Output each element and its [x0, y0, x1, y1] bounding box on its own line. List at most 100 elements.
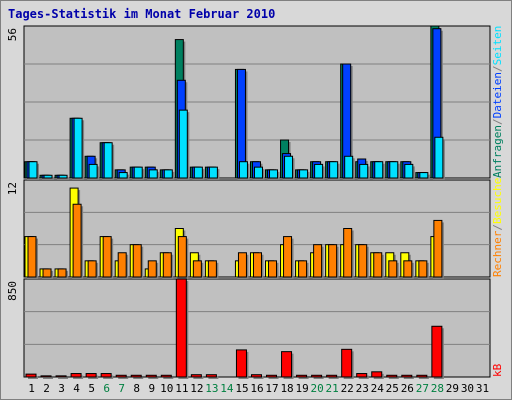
bar-kb-day-3: [55, 375, 67, 378]
bar-seiten-day-4: [73, 117, 83, 179]
x-tick-label: 2: [43, 382, 50, 395]
bar-kb-day-19: [296, 374, 308, 378]
legend-besuche: Besuche: [491, 178, 504, 224]
bar-seiten-day-19: [299, 169, 309, 179]
bar-kb-day-1: [25, 373, 37, 378]
bar-kb-day-4: [70, 373, 82, 378]
bar-seiten-day-20: [314, 163, 324, 179]
bar-seiten-day-13: [208, 166, 218, 179]
bar-kb-day-25: [386, 374, 398, 378]
bar-seiten-day-22: [344, 155, 354, 179]
x-tick-label: 9: [148, 382, 155, 395]
bar-rechner-day-16: [252, 252, 262, 278]
bar-kb-day-25-shadow: [388, 377, 399, 379]
bar-seiten-day-16: [253, 166, 263, 179]
bar-rechner-day-28: [433, 219, 443, 278]
legend-separator: /: [491, 224, 504, 231]
bar-kb-day-8: [130, 374, 142, 378]
bar-seiten-day-28: [434, 136, 444, 179]
bar-rechner-day-8: [132, 244, 142, 278]
legend-kb: kB: [491, 363, 504, 377]
bar-rechner-day-5: [87, 260, 97, 278]
bar-seiten-day-2: [43, 174, 53, 179]
bar-rechner-day-22: [343, 228, 353, 278]
x-tick-label: 15: [235, 382, 248, 395]
bar-seiten-day-21: [329, 161, 339, 179]
bar-kb-day-27: [416, 374, 428, 378]
bar-kb-day-27-shadow: [418, 377, 429, 379]
x-tick-label: 12: [190, 382, 203, 395]
bar-kb-day-10: [160, 374, 172, 378]
bar-kb-day-20: [311, 374, 323, 378]
bar-kb-day-21: [326, 374, 338, 378]
bar-kb-day-16: [250, 374, 262, 378]
bar-rechner-day-4: [72, 203, 82, 278]
x-tick-label: 16: [250, 382, 263, 395]
bar-kb-day-26: [401, 374, 413, 378]
x-tick-label: 8: [133, 382, 140, 395]
bar-seiten-day-2-shadow: [46, 177, 55, 180]
bar-seiten-day-6: [103, 142, 113, 179]
bar-rechner-day-27: [418, 260, 428, 278]
x-tick-label: 30: [461, 382, 474, 395]
x-tick-label: 13: [205, 382, 218, 395]
bar-rechner-day-3: [57, 268, 67, 278]
legend-1: Anfragen/Dateien/Seiten: [491, 26, 504, 178]
x-tick-label: 6: [103, 382, 110, 395]
bar-kb-day-7-shadow: [118, 377, 129, 379]
bar-kb-day-24: [371, 371, 383, 378]
bar-kb-day-12: [190, 374, 202, 378]
bar-kb-day-6: [100, 373, 112, 378]
bar-kb-day-23: [356, 373, 368, 378]
x-tick-label: 5: [88, 382, 95, 395]
bar-kb-day-12-shadow: [193, 376, 204, 379]
bar-rechner-day-1: [27, 236, 37, 278]
x-tick-label: 18: [280, 382, 293, 395]
ymax-label-visits: 12: [6, 182, 19, 195]
bar-rechner-day-23: [358, 244, 368, 278]
x-tick-label: 27: [416, 382, 429, 395]
bar-rechner-day-20: [313, 244, 323, 278]
bar-kb-day-9-shadow: [148, 377, 159, 379]
ymax-label-kb: 850: [6, 281, 19, 301]
legend-rechner: Rechner: [491, 230, 504, 277]
x-tick-label: 22: [341, 382, 354, 395]
bar-seiten-day-3: [58, 174, 68, 179]
bar-seiten-day-18: [284, 155, 294, 179]
bar-kb-day-11: [175, 278, 187, 378]
bar-kb-day-21-shadow: [328, 377, 339, 379]
bar-rechner-day-18: [283, 236, 293, 278]
legend-separator: /: [491, 118, 504, 125]
bar-seiten-day-26: [404, 163, 414, 179]
bar-rechner-day-6: [102, 236, 112, 278]
bar-kb-day-22: [341, 348, 353, 378]
x-tick-label: 28: [431, 382, 444, 395]
bar-rechner-day-7: [117, 252, 127, 278]
bar-rechner-day-21: [328, 244, 338, 278]
bar-seiten-day-11: [178, 109, 188, 179]
bar-seiten-day-1: [28, 161, 38, 179]
chart-title: Tages-Statistik im Monat Februar 2010: [8, 7, 276, 21]
bar-kb-day-17-shadow: [268, 377, 279, 379]
bar-rechner-day-13: [207, 260, 217, 278]
bar-seiten-day-5: [88, 163, 98, 179]
x-tick-label: 4: [73, 382, 80, 395]
bar-kb-day-17: [266, 374, 278, 378]
bar-kb-day-2: [40, 375, 52, 378]
bar-seiten-day-23: [359, 163, 369, 179]
bar-rechner-day-9: [147, 260, 157, 278]
x-tick-label: 24: [371, 382, 385, 395]
bar-rechner-day-11: [177, 236, 187, 278]
x-tick-label: 20: [311, 382, 324, 395]
legend-2: Rechner/Besuche: [491, 178, 504, 277]
x-tick-label: 23: [356, 382, 369, 395]
legend-dateien: Dateien: [491, 72, 504, 118]
bar-seiten-day-25: [389, 161, 399, 179]
bar-rechner-day-25: [388, 260, 398, 278]
bar-rechner-day-15: [237, 252, 247, 278]
x-tick-label: 21: [326, 382, 339, 395]
bar-kb-day-5: [85, 373, 97, 378]
bar-kb-day-26-shadow: [403, 377, 414, 379]
x-tick-label: 3: [58, 382, 65, 395]
